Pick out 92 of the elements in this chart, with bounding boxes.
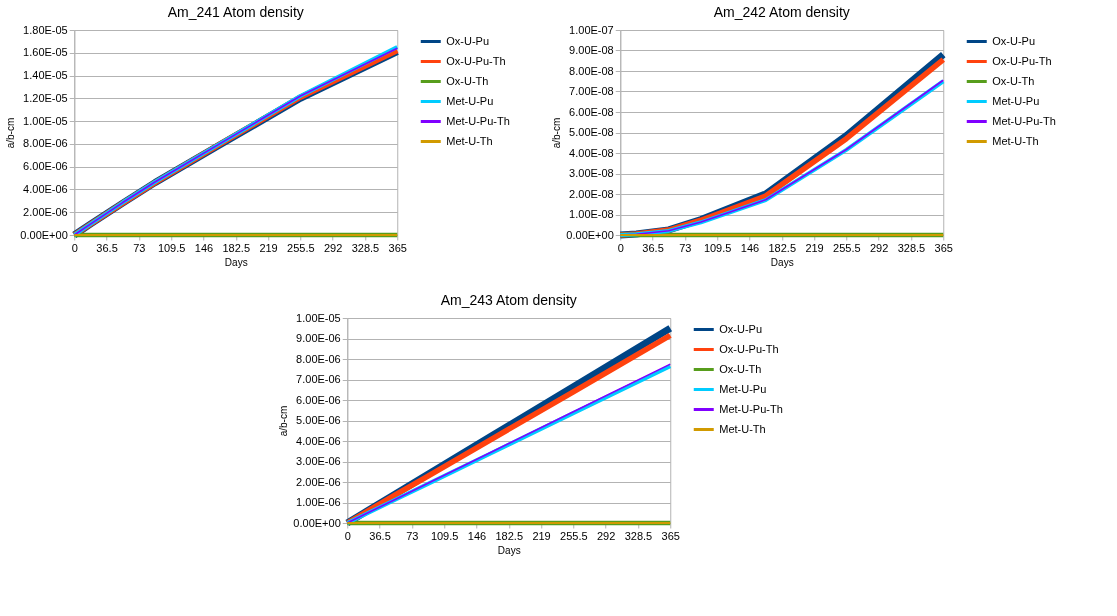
- y-tick-label: 1.00E-05: [296, 311, 341, 324]
- y-tick-label: 8.00E-06: [296, 352, 341, 365]
- y-tick-label: 1.00E-08: [569, 208, 614, 220]
- x-tick-label: 73: [406, 529, 419, 542]
- x-tick-label: 36.5: [96, 241, 118, 254]
- x-tick-label: 219: [259, 241, 278, 254]
- y-tick-label: 4.00E-08: [569, 146, 614, 159]
- legend-label: Met-U-Pu-Th: [719, 402, 783, 415]
- legend-label: Met-U-Pu-Th: [992, 114, 1056, 127]
- legend-label: Ox-U-Th: [992, 74, 1035, 87]
- legend-label: Met-U-Th: [719, 422, 766, 435]
- y-tick-label: 6.00E-06: [296, 393, 341, 406]
- x-tick-label: 0: [71, 241, 78, 254]
- x-tick-label: 255.5: [560, 529, 588, 542]
- y-tick-label: 1.60E-05: [23, 46, 68, 59]
- legend-label: Met-U-Th: [992, 134, 1039, 147]
- legend-label: Met-U-Pu-Th: [446, 114, 510, 127]
- x-tick-label: 292: [869, 241, 889, 254]
- y-tick-label: 6.00E-06: [23, 160, 68, 173]
- x-tick-label: 255.5: [287, 241, 315, 254]
- y-tick-label: 8.00E-08: [569, 64, 614, 77]
- legend-label: Ox-U-Pu-Th: [719, 342, 779, 355]
- x-tick-label: 146: [467, 529, 487, 542]
- legend-label: Ox-U-Pu: [992, 34, 1036, 47]
- x-tick-label: 182.5: [222, 241, 251, 254]
- y-tick-label: 3.00E-08: [569, 167, 614, 179]
- y-tick-label: 0.00E+00: [566, 228, 614, 241]
- y-tick-label: 0.00E+00: [293, 516, 341, 529]
- y-tick-label: 7.00E-08: [569, 85, 614, 97]
- y-tick-label: 5.00E-08: [569, 126, 614, 138]
- x-tick-label: 219: [805, 241, 824, 254]
- chart-title: Am_243 Atom density: [440, 292, 577, 308]
- legend-label: Met-U-Pu: [446, 94, 494, 107]
- y-tick-label: 0.00E+00: [20, 228, 68, 241]
- x-axis-title: Days: [224, 256, 248, 268]
- x-tick-label: 36.5: [369, 529, 391, 542]
- x-axis-title: Days: [497, 544, 521, 556]
- x-tick-label: 255.5: [833, 241, 861, 254]
- legend-label: Ox-U-Pu-Th: [446, 54, 506, 67]
- x-tick-label: 109.5: [703, 241, 732, 254]
- x-tick-label: 328.5: [351, 241, 380, 254]
- y-tick-label: 1.00E-06: [296, 496, 341, 508]
- x-tick-label: 328.5: [897, 241, 926, 254]
- x-tick-label: 0: [344, 529, 351, 542]
- chart-title: Am_241 Atom density: [167, 4, 304, 20]
- legend-label: Met-U-Th: [446, 134, 493, 147]
- x-tick-label: 182.5: [495, 529, 524, 542]
- x-tick-label: 219: [532, 529, 551, 542]
- x-tick-label: 73: [679, 241, 692, 254]
- legend-label: Ox-U-Th: [719, 362, 762, 375]
- x-tick-label: 292: [596, 529, 616, 542]
- x-axis-title: Days: [770, 256, 794, 268]
- y-tick-label: 5.00E-06: [296, 414, 341, 426]
- y-tick-label: 1.80E-05: [23, 23, 68, 36]
- y-tick-label: 3.00E-06: [296, 455, 341, 467]
- y-tick-label: 2.00E-06: [296, 475, 341, 488]
- legend-label: Ox-U-Th: [446, 74, 489, 87]
- y-axis-title: a/b-cm: [551, 117, 563, 149]
- y-tick-label: 9.00E-08: [569, 44, 614, 56]
- x-tick-label: 328.5: [624, 529, 653, 542]
- y-tick-label: 1.00E-05: [23, 114, 68, 127]
- y-tick-label: 4.00E-06: [23, 182, 68, 195]
- y-axis-title: a/b-cm: [5, 117, 17, 149]
- legend-label: Ox-U-Pu: [719, 322, 763, 335]
- y-tick-label: 1.20E-05: [23, 91, 68, 104]
- x-tick-label: 36.5: [642, 241, 664, 254]
- chart-title: Am_242 Atom density: [713, 4, 850, 20]
- x-tick-label: 109.5: [430, 529, 459, 542]
- x-tick-label: 182.5: [768, 241, 797, 254]
- legend-label: Ox-U-Pu: [446, 34, 490, 47]
- y-tick-label: 8.00E-06: [23, 137, 68, 150]
- y-tick-label: 9.00E-06: [296, 332, 341, 344]
- x-tick-label: 365: [661, 529, 680, 542]
- x-tick-label: 365: [934, 241, 953, 254]
- y-tick-label: 2.00E-08: [569, 187, 614, 200]
- y-tick-label: 6.00E-08: [569, 105, 614, 118]
- y-tick-label: 7.00E-06: [296, 373, 341, 385]
- y-tick-label: 1.40E-05: [23, 69, 68, 82]
- x-tick-label: 109.5: [157, 241, 186, 254]
- legend-label: Ox-U-Pu-Th: [992, 54, 1052, 67]
- legend-label: Met-U-Pu: [992, 94, 1040, 107]
- legend-label: Met-U-Pu: [719, 382, 767, 395]
- y-tick-label: 4.00E-06: [296, 434, 341, 447]
- x-tick-label: 292: [323, 241, 343, 254]
- y-tick-label: 1.00E-07: [569, 23, 614, 36]
- x-tick-label: 146: [740, 241, 760, 254]
- x-tick-label: 73: [133, 241, 146, 254]
- x-tick-label: 0: [617, 241, 624, 254]
- y-tick-label: 2.00E-06: [23, 205, 68, 218]
- x-tick-label: 365: [388, 241, 407, 254]
- y-axis-title: a/b-cm: [278, 405, 290, 437]
- x-tick-label: 146: [194, 241, 214, 254]
